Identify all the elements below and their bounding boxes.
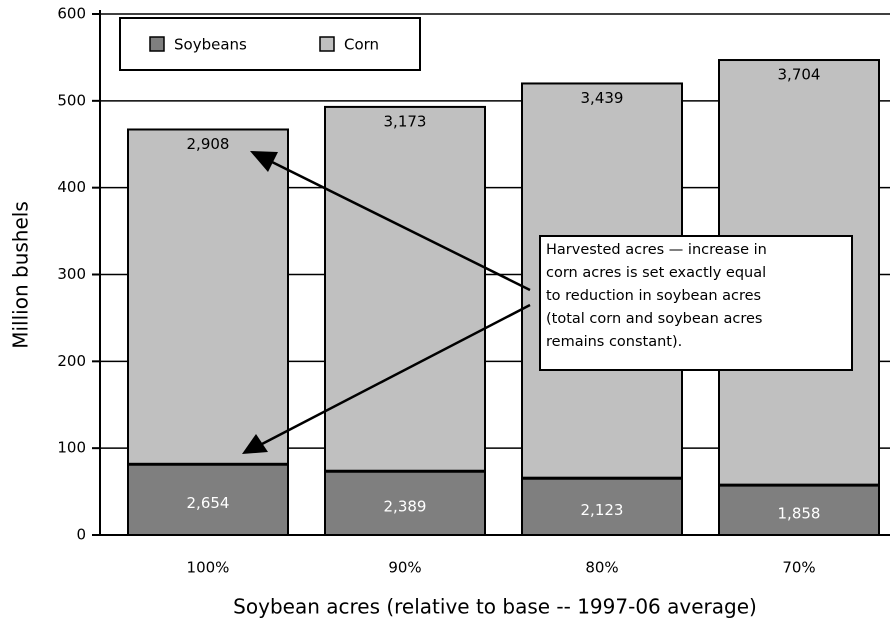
arrows bbox=[242, 151, 531, 454]
segment-label: 3,704 bbox=[778, 66, 821, 84]
bar-segment bbox=[718, 483, 880, 536]
annotation-text: to reduction in soybean acres bbox=[546, 288, 761, 304]
segment-label: 2,654 bbox=[187, 494, 230, 512]
legend-label: Soybeans bbox=[174, 36, 247, 54]
x-tick-label: 70% bbox=[782, 559, 815, 577]
y-tick-label: 300 bbox=[57, 265, 86, 283]
legend-box bbox=[119, 17, 421, 71]
x-tick-label: 90% bbox=[388, 559, 421, 577]
segment-label: 2,123 bbox=[581, 501, 624, 519]
x-axis-title: Soybean acres (relative to base -- 1997-… bbox=[233, 595, 757, 619]
y-tick-label: 400 bbox=[57, 178, 86, 196]
bar-segment bbox=[521, 476, 683, 537]
legend-label: Corn bbox=[344, 36, 379, 54]
y-tick-label: 500 bbox=[57, 91, 86, 109]
annotation-text: Harvested acres — increase in bbox=[546, 242, 767, 258]
annotation-box bbox=[539, 235, 853, 371]
bar-segment bbox=[324, 469, 486, 537]
arrow-line bbox=[261, 303, 531, 446]
y-tick-label: 200 bbox=[57, 352, 86, 370]
y-tick-label: 100 bbox=[57, 439, 86, 457]
y-axis-title: Million bushels bbox=[9, 201, 33, 349]
segment-label: 2,908 bbox=[187, 135, 230, 153]
segment-label: 1,858 bbox=[778, 504, 821, 522]
bar-segment bbox=[127, 128, 289, 465]
y-tick-label: 600 bbox=[57, 5, 86, 23]
legend-swatch bbox=[149, 36, 165, 52]
segment-label: 3,439 bbox=[581, 89, 624, 107]
legend-swatch bbox=[319, 36, 335, 52]
annotation-text: remains constant). bbox=[546, 334, 682, 350]
x-tick-label: 80% bbox=[585, 559, 618, 577]
segment-label: 2,389 bbox=[384, 497, 427, 515]
y-tick-label: 0 bbox=[76, 526, 86, 544]
annotation-text: corn acres is set exactly equal bbox=[546, 265, 766, 281]
annotation-text: (total corn and soybean acres bbox=[546, 311, 762, 327]
bar-segment bbox=[324, 105, 486, 472]
arrow-head bbox=[242, 434, 268, 454]
arrow-head bbox=[250, 151, 278, 172]
x-tick-label: 100% bbox=[187, 559, 230, 577]
segment-label: 3,173 bbox=[384, 112, 427, 130]
arrow-line bbox=[267, 158, 531, 292]
